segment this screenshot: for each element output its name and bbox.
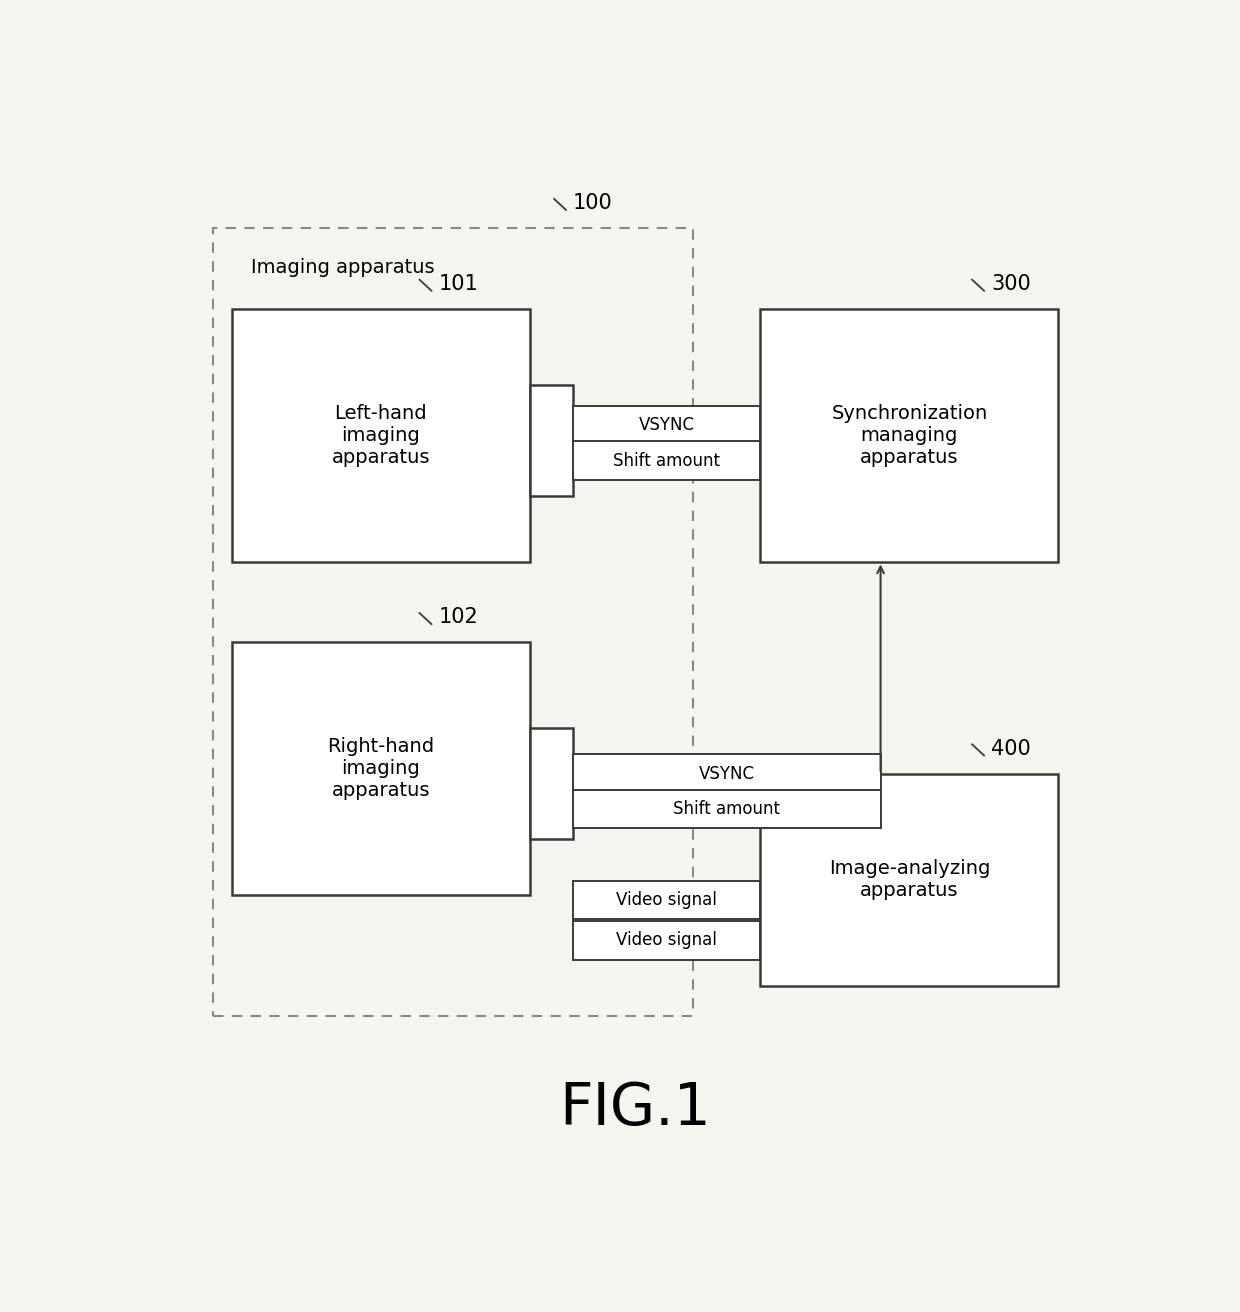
Text: Image-analyzing
apparatus: Image-analyzing apparatus xyxy=(828,859,990,900)
Bar xyxy=(232,643,529,895)
Text: FIG.1: FIG.1 xyxy=(559,1080,712,1138)
Text: Video signal: Video signal xyxy=(616,891,717,909)
Text: 102: 102 xyxy=(439,607,479,627)
Text: Synchronization
managing
apparatus: Synchronization managing apparatus xyxy=(831,404,987,467)
Bar xyxy=(573,405,760,445)
Bar xyxy=(529,384,573,496)
Text: VSYNC: VSYNC xyxy=(699,765,755,783)
Text: 101: 101 xyxy=(439,274,479,294)
Bar xyxy=(573,880,760,920)
Text: Video signal: Video signal xyxy=(616,932,717,950)
Bar xyxy=(573,754,880,792)
Bar xyxy=(573,441,760,480)
Text: Shift amount: Shift amount xyxy=(614,451,720,470)
Bar xyxy=(573,921,760,959)
Text: 300: 300 xyxy=(991,274,1030,294)
Text: Right-hand
imaging
apparatus: Right-hand imaging apparatus xyxy=(327,737,434,800)
Text: VSYNC: VSYNC xyxy=(639,416,694,434)
Bar xyxy=(573,790,880,828)
Bar xyxy=(529,728,573,840)
Text: 400: 400 xyxy=(991,739,1030,758)
Text: Shift amount: Shift amount xyxy=(673,800,780,819)
Text: Imaging apparatus: Imaging apparatus xyxy=(250,258,435,277)
Text: Left-hand
imaging
apparatus: Left-hand imaging apparatus xyxy=(331,404,430,467)
Bar xyxy=(232,310,529,562)
Bar xyxy=(760,310,1058,562)
Text: 100: 100 xyxy=(573,193,613,213)
Bar xyxy=(760,774,1058,985)
Bar xyxy=(213,228,693,1015)
